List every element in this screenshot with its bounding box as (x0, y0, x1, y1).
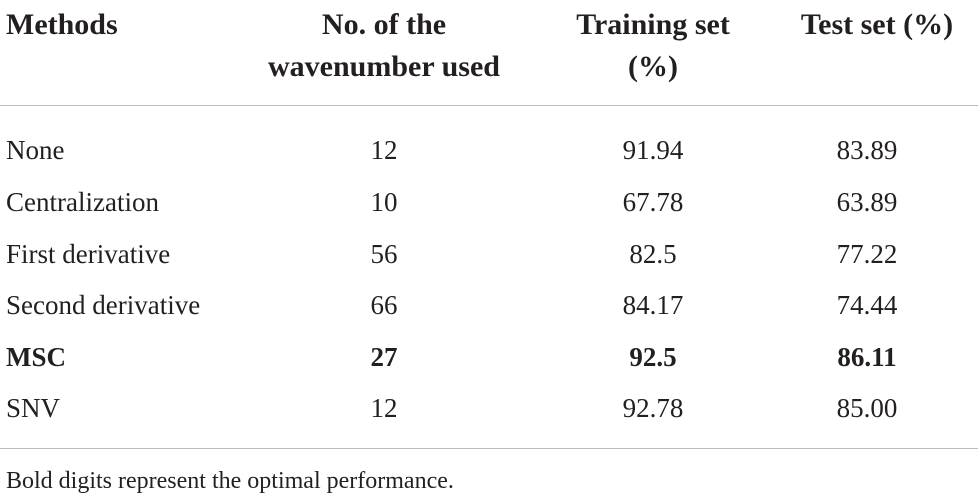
cell-test: 77.22 (836, 239, 898, 269)
cell-test: 74.44 (836, 290, 898, 320)
table-row-optimal: MSC 27 92.5 86.11 (0, 331, 978, 383)
cell-training: 92.5 (629, 342, 677, 372)
cell-method: Second derivative (6, 290, 201, 320)
header-training-line2: (%) (628, 50, 678, 83)
cell-training: 84.17 (622, 290, 684, 320)
table-row: Second derivative 66 84.17 74.44 (0, 279, 978, 331)
cell-test: 63.89 (836, 187, 898, 217)
cell-wavenumber: 56 (370, 239, 398, 269)
table-row: First derivative 56 82.5 77.22 (0, 228, 978, 280)
header-training-set: Training set (%) (548, 4, 758, 88)
table-bottom-divider (0, 448, 978, 449)
cell-method: Centralization (6, 187, 159, 217)
table-row: Centralization 10 67.78 63.89 (0, 176, 978, 228)
header-training-line1: Training set (576, 8, 730, 41)
cell-wavenumber: 12 (370, 393, 398, 423)
cell-training: 67.78 (622, 187, 684, 217)
header-wavenumber-line1: No. of the (321, 8, 447, 41)
header-wavenumber: No. of the wavenumber used (236, 4, 532, 88)
cell-training: 82.5 (629, 239, 677, 269)
cell-wavenumber: 27 (370, 342, 398, 372)
cell-method: SNV (6, 393, 61, 423)
table-row: SNV 12 92.78 85.00 (0, 382, 978, 434)
header-wavenumber-line2: wavenumber used (268, 50, 500, 83)
cell-test: 86.11 (837, 342, 897, 372)
header-divider (0, 105, 978, 106)
header-methods: Methods (6, 8, 118, 41)
cell-method: First derivative (6, 239, 171, 269)
table-footnote: Bold digits represent the optimal perfor… (6, 468, 454, 494)
cell-test: 83.89 (836, 135, 898, 165)
cell-wavenumber: 66 (370, 290, 398, 320)
cell-wavenumber: 12 (370, 135, 398, 165)
cell-method: MSC (6, 342, 66, 372)
header-test-set: Test set (%) (800, 8, 954, 41)
table-row: None 12 91.94 83.89 (0, 124, 978, 176)
cell-training: 91.94 (622, 135, 684, 165)
cell-test: 85.00 (836, 393, 898, 423)
cell-wavenumber: 10 (370, 187, 398, 217)
cell-method: None (6, 135, 65, 165)
cell-training: 92.78 (622, 393, 684, 423)
